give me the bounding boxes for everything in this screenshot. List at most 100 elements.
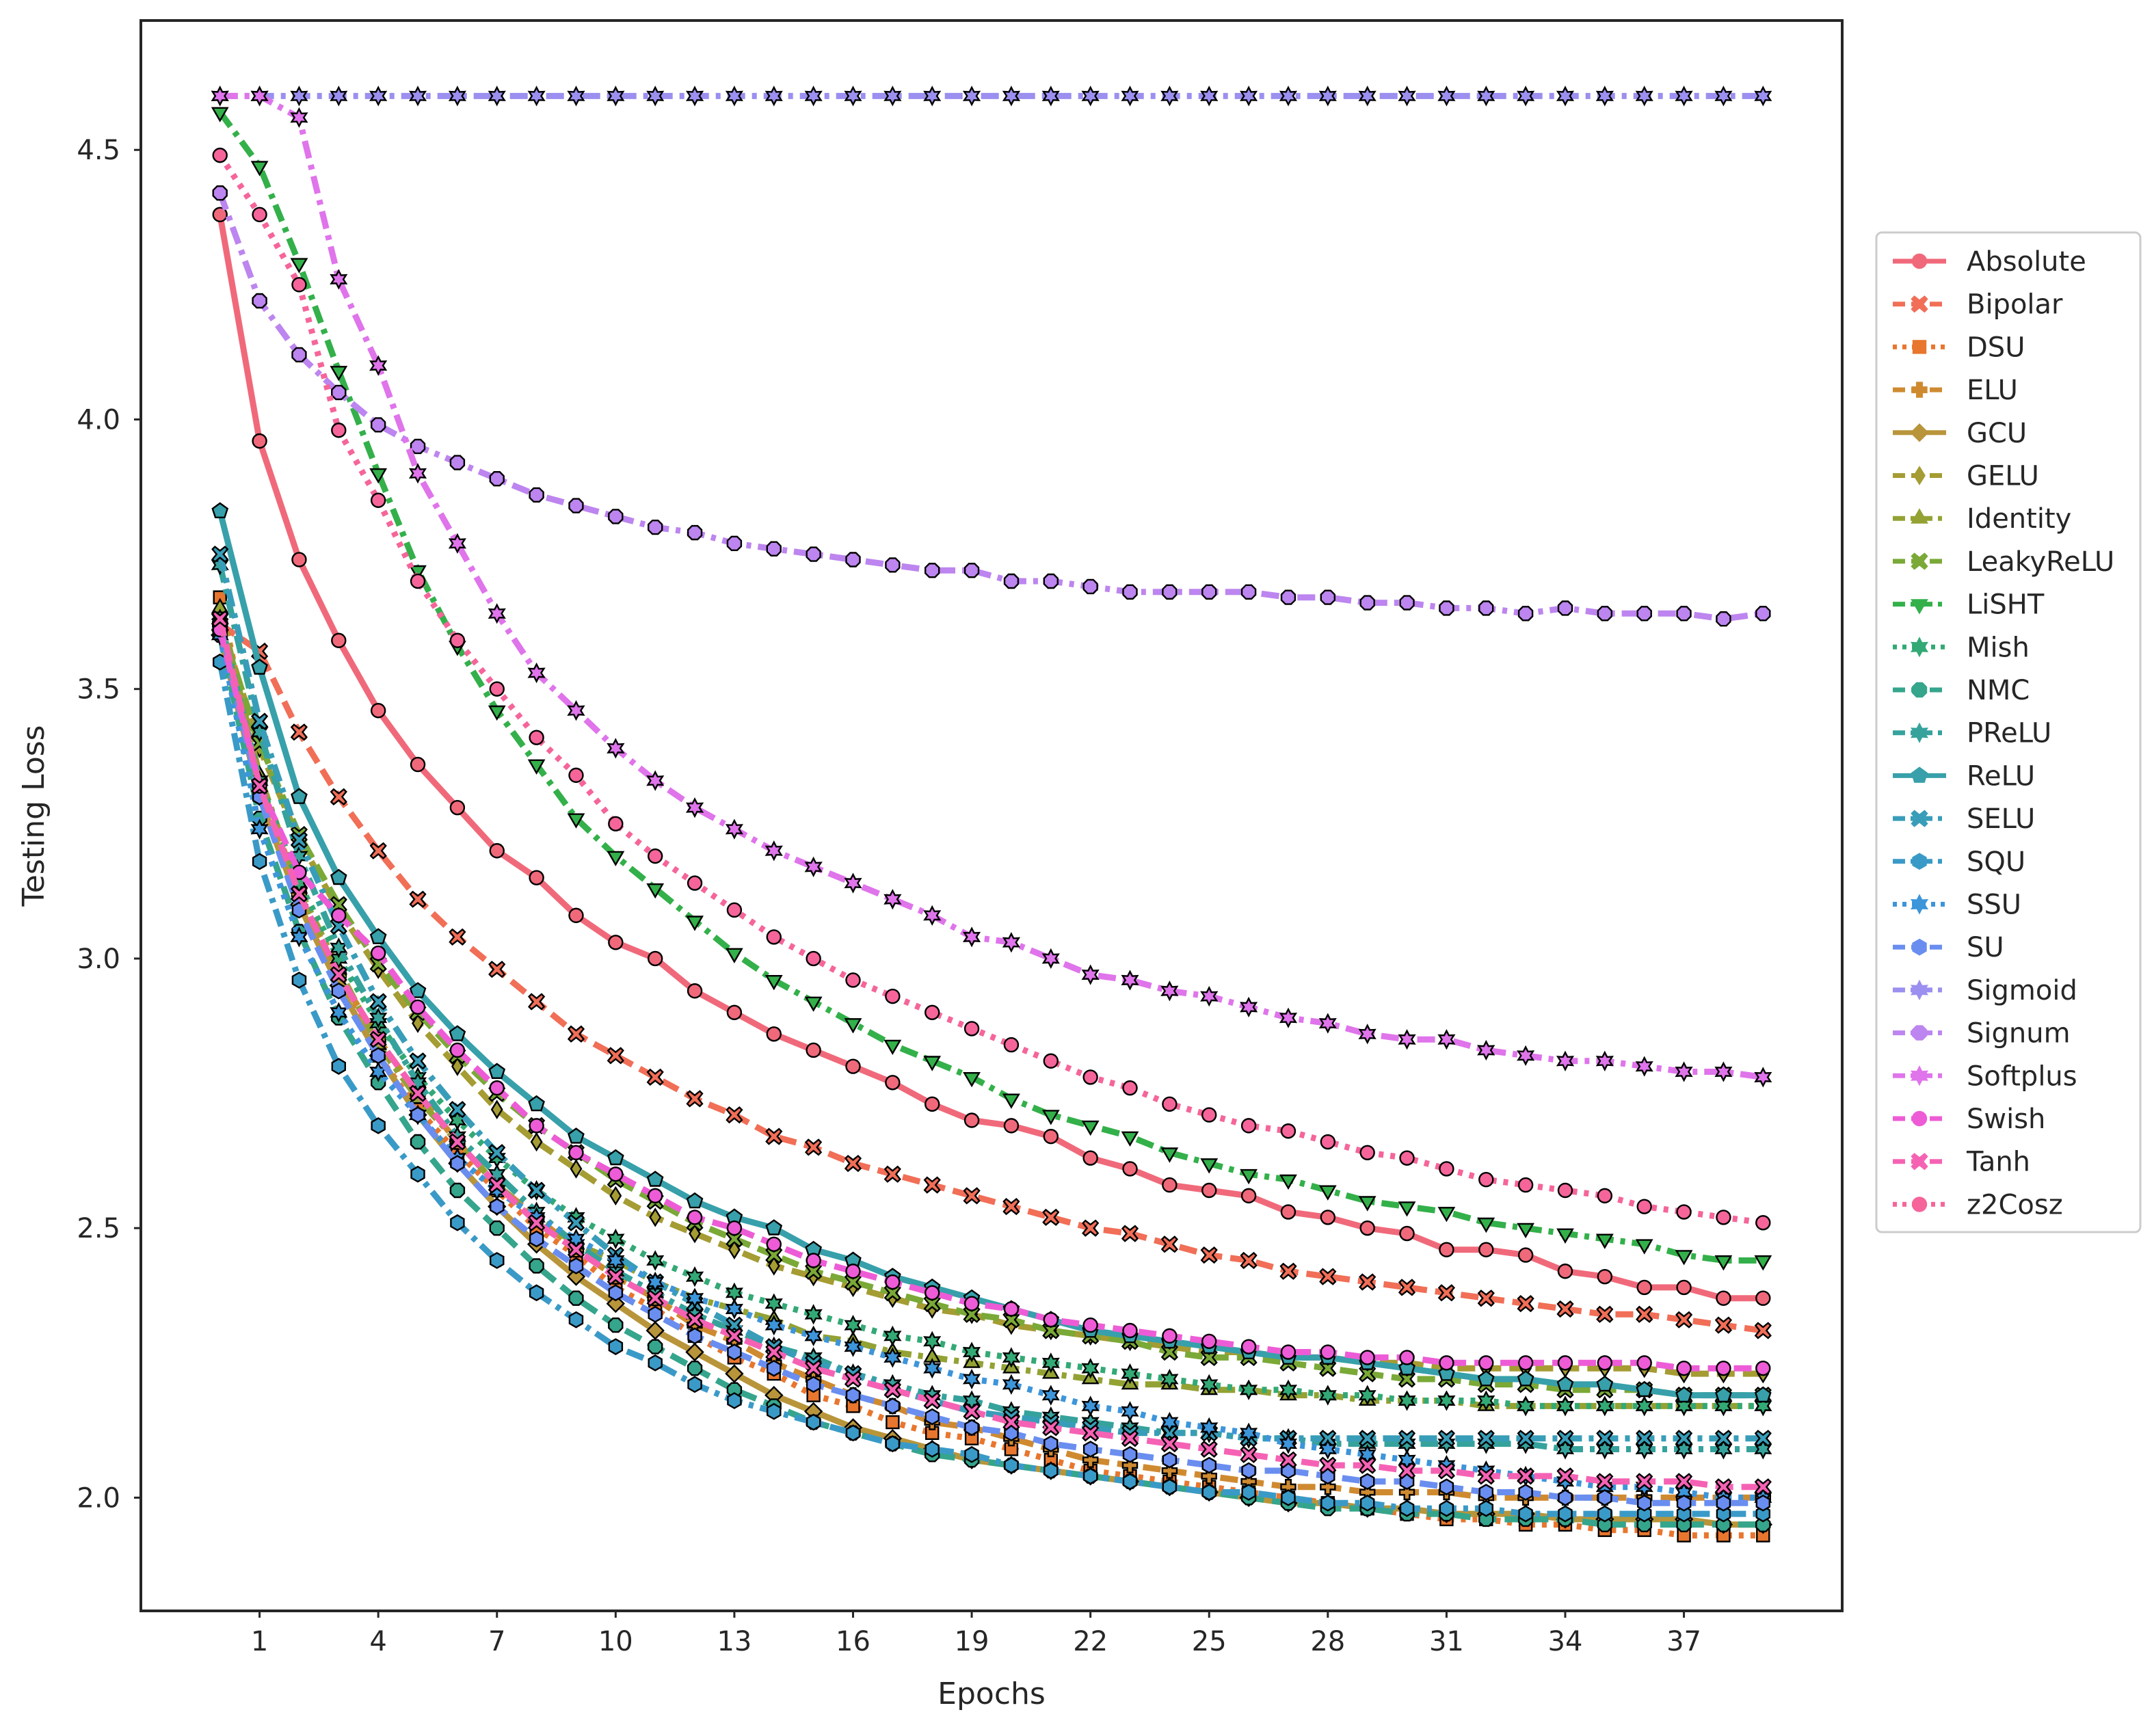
data-point bbox=[806, 546, 821, 562]
data-point bbox=[409, 1084, 427, 1102]
data-point bbox=[567, 1025, 585, 1043]
data-point bbox=[1081, 1396, 1100, 1417]
series-absolute bbox=[212, 206, 1771, 1306]
data-point bbox=[1280, 1344, 1297, 1360]
data-point bbox=[963, 1071, 981, 1088]
data-point bbox=[1517, 1467, 1534, 1485]
data-point bbox=[1636, 1199, 1652, 1214]
data-point bbox=[527, 1214, 546, 1231]
data-point bbox=[1478, 1242, 1494, 1257]
legend-marker bbox=[1911, 1110, 1928, 1127]
data-point bbox=[727, 1344, 742, 1361]
data-point bbox=[1042, 1208, 1060, 1227]
series-line-softplus bbox=[220, 92, 1764, 1080]
y-axis-label: Testing Loss bbox=[16, 725, 51, 907]
data-point bbox=[646, 770, 665, 791]
data-point bbox=[1635, 1056, 1653, 1077]
data-point bbox=[449, 1101, 466, 1119]
data-point bbox=[1082, 1150, 1098, 1166]
data-point bbox=[567, 700, 585, 721]
data-point bbox=[844, 1370, 862, 1388]
data-point bbox=[527, 759, 546, 775]
legend-item-squ: SQU bbox=[1893, 846, 2025, 878]
data-point bbox=[450, 1214, 465, 1231]
data-point bbox=[725, 818, 743, 840]
data-point bbox=[646, 1068, 664, 1086]
data-point bbox=[449, 632, 466, 648]
data-point bbox=[1557, 1355, 1573, 1371]
data-point bbox=[844, 1273, 862, 1291]
data-point bbox=[1121, 1457, 1139, 1473]
data-point bbox=[1636, 1380, 1653, 1398]
data-point bbox=[1162, 1478, 1178, 1496]
data-point bbox=[1162, 1177, 1178, 1193]
data-point bbox=[211, 610, 229, 628]
data-point bbox=[1714, 1316, 1733, 1334]
data-point bbox=[804, 1359, 823, 1377]
data-point bbox=[211, 502, 229, 518]
data-point bbox=[648, 520, 663, 535]
data-point bbox=[727, 1392, 742, 1409]
data-point bbox=[925, 1096, 940, 1112]
data-point bbox=[766, 1359, 782, 1377]
data-point bbox=[609, 1186, 622, 1206]
data-point bbox=[686, 1090, 704, 1108]
data-point bbox=[845, 1264, 861, 1279]
data-point bbox=[1042, 1419, 1060, 1437]
legend-marker bbox=[1910, 722, 1929, 743]
data-point bbox=[251, 658, 268, 675]
data-point bbox=[1082, 1441, 1098, 1458]
legend-marker bbox=[1911, 1153, 1928, 1171]
data-point bbox=[529, 1118, 544, 1134]
data-point bbox=[489, 471, 505, 487]
data-point bbox=[291, 972, 307, 989]
data-point bbox=[647, 950, 663, 967]
data-point bbox=[369, 928, 387, 944]
legend-label: DSU bbox=[1967, 332, 2025, 363]
data-point bbox=[1675, 1396, 1693, 1417]
data-point bbox=[1556, 1439, 1575, 1460]
data-point bbox=[1676, 1517, 1692, 1533]
legend-item-sigmoid: Sigmoid bbox=[1893, 975, 2077, 1006]
data-point bbox=[1043, 1053, 1059, 1069]
data-point bbox=[1398, 85, 1416, 107]
data-point bbox=[1122, 1445, 1138, 1463]
x-tick-label: 25 bbox=[1192, 1626, 1227, 1657]
data-point bbox=[1437, 1284, 1456, 1302]
legend-item-mish: Mish bbox=[1893, 632, 2030, 663]
data-point bbox=[844, 1314, 862, 1336]
data-point bbox=[1595, 1439, 1614, 1460]
data-point bbox=[570, 1159, 583, 1179]
data-point bbox=[1597, 1505, 1612, 1523]
series-line-prelu bbox=[217, 564, 1764, 1452]
data-point bbox=[369, 993, 387, 1011]
data-point bbox=[687, 524, 703, 541]
data-point bbox=[1200, 85, 1219, 107]
data-point bbox=[490, 1198, 505, 1215]
data-point bbox=[290, 926, 308, 948]
data-point bbox=[1162, 1451, 1178, 1469]
data-point bbox=[845, 1387, 861, 1404]
data-point bbox=[607, 1047, 624, 1065]
data-point bbox=[1556, 1300, 1574, 1318]
data-point bbox=[687, 1360, 703, 1376]
data-point bbox=[1003, 1301, 1020, 1317]
data-point bbox=[489, 681, 505, 697]
data-point bbox=[883, 85, 902, 107]
data-point bbox=[331, 907, 347, 924]
data-point bbox=[1478, 1172, 1494, 1188]
data-point bbox=[568, 1145, 584, 1160]
data-point bbox=[489, 1080, 505, 1096]
data-point bbox=[291, 347, 307, 362]
data-point bbox=[1279, 85, 1298, 107]
data-point bbox=[1517, 1294, 1534, 1313]
data-point bbox=[1002, 1413, 1020, 1431]
data-point bbox=[1279, 1174, 1297, 1190]
data-point bbox=[527, 85, 546, 107]
data-point bbox=[1160, 1434, 1179, 1453]
data-point bbox=[1359, 1220, 1375, 1236]
legend-marker bbox=[1911, 682, 1928, 698]
data-point bbox=[371, 417, 386, 433]
data-point bbox=[1716, 1210, 1731, 1225]
data-point bbox=[528, 1095, 545, 1112]
